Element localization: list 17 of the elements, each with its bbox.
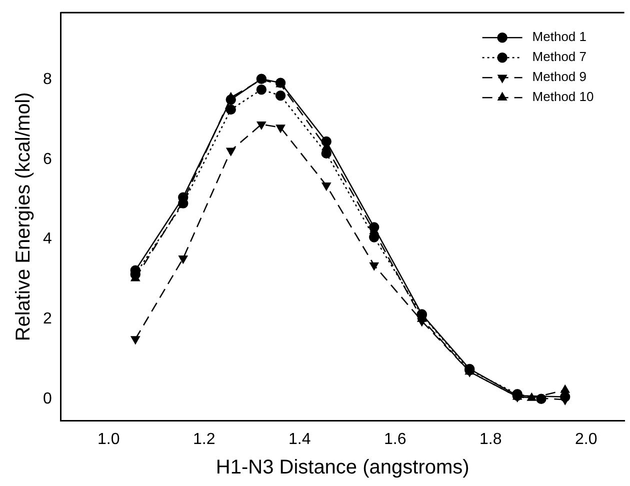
x-tick-label: 1.6	[384, 430, 406, 448]
y-tick-label: 2	[42, 310, 52, 328]
x-tick-label: 1.0	[98, 430, 120, 448]
y-axis-title: Relative Energies (kcal/mol)	[12, 92, 35, 342]
legend-label: Method 7	[532, 49, 587, 64]
x-tick-label: 1.2	[193, 430, 216, 448]
legend-label: Method 9	[532, 69, 587, 84]
y-tick-label: 0	[42, 390, 52, 408]
legend-label: Method 1	[532, 29, 587, 44]
x-tick-label: 1.8	[479, 430, 502, 448]
legend-label: Method 10	[532, 89, 594, 104]
y-tick-label: 8	[42, 71, 52, 88]
x-tick-label: 1.4	[288, 430, 311, 448]
y-tick-label: 4	[42, 230, 52, 248]
x-tick-label: 2.0	[574, 430, 598, 448]
x-axis-title: H1-N3 Distance (angstroms)	[216, 456, 470, 479]
y-tick-label: 6	[42, 150, 52, 168]
